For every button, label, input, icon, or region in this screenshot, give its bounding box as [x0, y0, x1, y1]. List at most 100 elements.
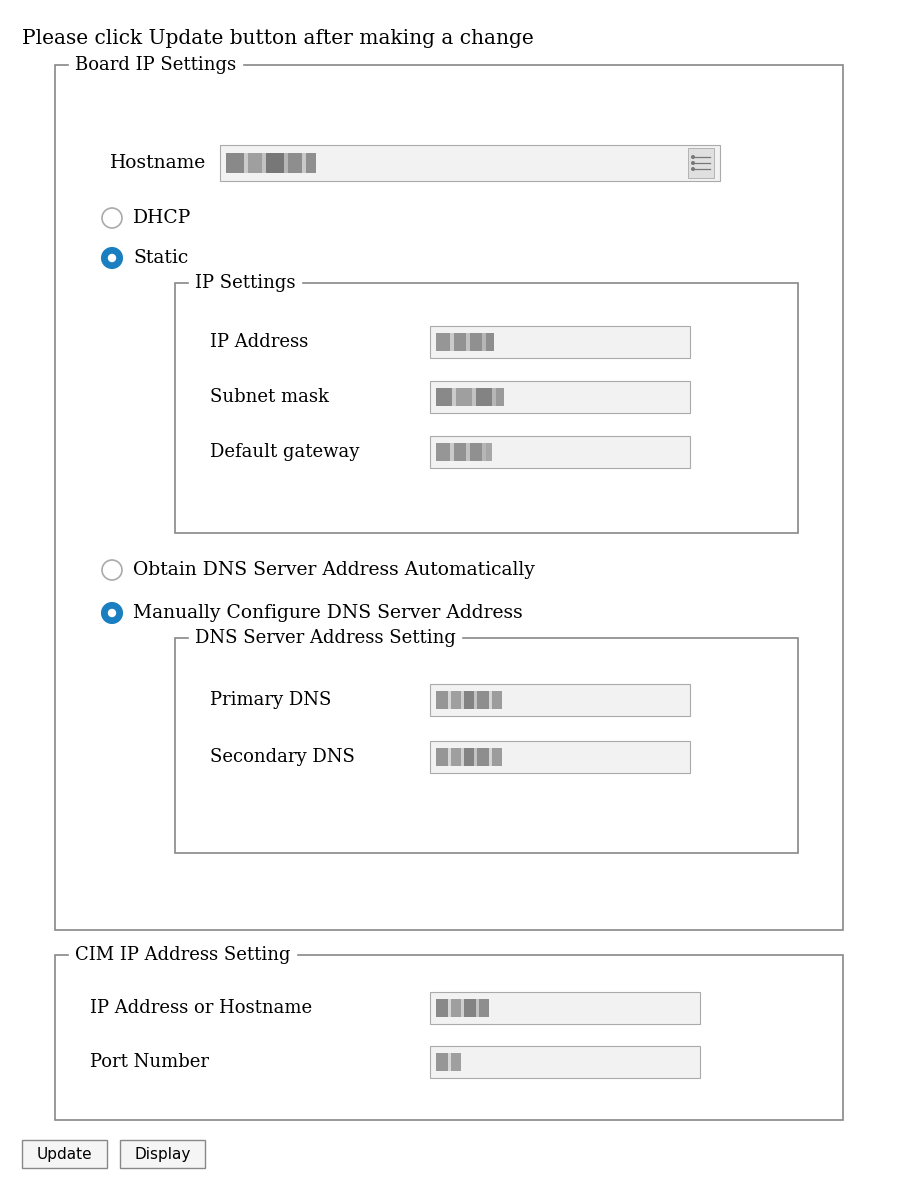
Bar	[479, 999, 489, 1017]
Text: Primary DNS: Primary DNS	[210, 691, 331, 709]
Text: Port Number: Port Number	[90, 1053, 209, 1071]
Text: IP Address: IP Address	[210, 333, 308, 351]
Bar	[22, 1141, 107, 1168]
Text: Display: Display	[134, 1146, 191, 1162]
Bar	[477, 691, 489, 709]
Circle shape	[691, 155, 695, 159]
Text: IP Settings: IP Settings	[195, 274, 295, 292]
Text: Board IP Settings: Board IP Settings	[75, 56, 236, 74]
Bar	[466, 333, 470, 351]
Bar	[470, 444, 482, 461]
Text: Subnet mask: Subnet mask	[210, 388, 329, 406]
Bar	[55, 955, 843, 1121]
Bar	[220, 145, 720, 181]
Bar	[175, 638, 798, 853]
Bar	[436, 333, 450, 351]
Bar	[486, 444, 492, 461]
Bar	[451, 999, 461, 1017]
Bar	[262, 153, 266, 173]
Bar	[451, 1053, 461, 1071]
Bar	[436, 691, 448, 709]
Circle shape	[102, 560, 122, 580]
Bar	[248, 153, 262, 173]
Circle shape	[102, 208, 122, 228]
Bar	[486, 333, 494, 351]
Bar	[430, 435, 690, 468]
Bar	[175, 282, 798, 533]
Bar	[466, 444, 470, 461]
Bar	[120, 1141, 205, 1168]
Circle shape	[102, 603, 122, 623]
Text: DHCP: DHCP	[133, 210, 191, 227]
Bar	[464, 691, 474, 709]
Text: Obtain DNS Server Address Automatically: Obtain DNS Server Address Automatically	[133, 561, 535, 579]
Bar	[477, 749, 489, 766]
Bar	[461, 749, 464, 766]
Bar	[451, 749, 461, 766]
Text: DNS Server Address Setting: DNS Server Address Setting	[195, 629, 456, 647]
Circle shape	[691, 167, 695, 171]
Bar	[430, 326, 690, 358]
Bar	[284, 153, 288, 173]
Bar	[492, 749, 502, 766]
Circle shape	[108, 254, 116, 262]
Bar	[474, 691, 477, 709]
Bar	[454, 444, 466, 461]
Bar	[430, 1046, 700, 1078]
Text: Secondary DNS: Secondary DNS	[210, 749, 355, 766]
Bar	[448, 999, 451, 1017]
Bar	[489, 749, 492, 766]
Bar	[448, 1053, 451, 1071]
Bar	[464, 749, 474, 766]
Text: Update: Update	[37, 1146, 93, 1162]
Bar	[288, 153, 302, 173]
Bar	[430, 684, 690, 716]
Bar	[430, 992, 700, 1024]
Bar	[226, 153, 244, 173]
Circle shape	[691, 161, 695, 165]
Bar	[461, 691, 464, 709]
Text: Please click Update button after making a change: Please click Update button after making …	[22, 28, 534, 47]
Text: CIM IP Address Setting: CIM IP Address Setting	[75, 946, 291, 964]
Bar	[266, 153, 284, 173]
Text: Manually Configure DNS Server Address: Manually Configure DNS Server Address	[133, 604, 523, 621]
Bar	[688, 148, 714, 178]
Text: Static: Static	[133, 250, 188, 267]
Text: Default gateway: Default gateway	[210, 443, 359, 461]
Bar	[450, 444, 454, 461]
Bar	[472, 388, 476, 406]
Bar	[476, 999, 479, 1017]
Bar	[454, 333, 466, 351]
Bar	[474, 749, 477, 766]
Bar	[492, 691, 502, 709]
Circle shape	[108, 609, 116, 617]
Text: Hostname: Hostname	[110, 154, 206, 172]
Circle shape	[102, 248, 122, 268]
Bar	[464, 999, 476, 1017]
Bar	[452, 388, 456, 406]
Bar	[55, 65, 843, 930]
Bar	[456, 388, 472, 406]
Bar	[482, 444, 486, 461]
Bar	[302, 153, 306, 173]
Bar	[436, 999, 448, 1017]
Bar	[436, 388, 452, 406]
Bar	[430, 742, 690, 773]
Bar	[244, 153, 248, 173]
Bar	[470, 333, 482, 351]
Bar	[450, 333, 454, 351]
Bar	[461, 999, 464, 1017]
Bar	[451, 691, 461, 709]
Bar	[448, 749, 451, 766]
Bar	[448, 691, 451, 709]
Bar	[482, 333, 486, 351]
Bar	[476, 388, 492, 406]
Bar	[436, 1053, 448, 1071]
Bar	[492, 388, 496, 406]
Bar	[436, 749, 448, 766]
Bar	[489, 691, 492, 709]
Text: IP Address or Hostname: IP Address or Hostname	[90, 999, 312, 1017]
Bar	[430, 381, 690, 413]
Bar	[496, 388, 504, 406]
Bar	[306, 153, 316, 173]
